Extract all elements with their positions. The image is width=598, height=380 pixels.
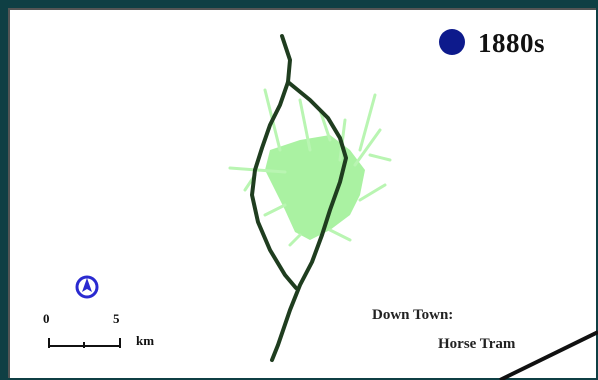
downtown-label: Down Town: [372,307,454,323]
scale-bar [48,338,121,348]
scale-start-label: 0 [43,311,50,326]
north-arrow-icon [75,275,99,299]
legend-label: 1880s [478,28,546,58]
rail-line-east [270,80,348,362]
urban-area [228,88,392,247]
annotation-pointer [499,330,598,380]
legend-dot [439,29,465,55]
rail-lines [250,34,348,362]
scale-end-label: 5 [113,311,120,326]
rail-line-west [250,34,298,290]
scale-unit-label: km [136,333,155,348]
horse-tram-label: Horse Tram [438,336,516,352]
